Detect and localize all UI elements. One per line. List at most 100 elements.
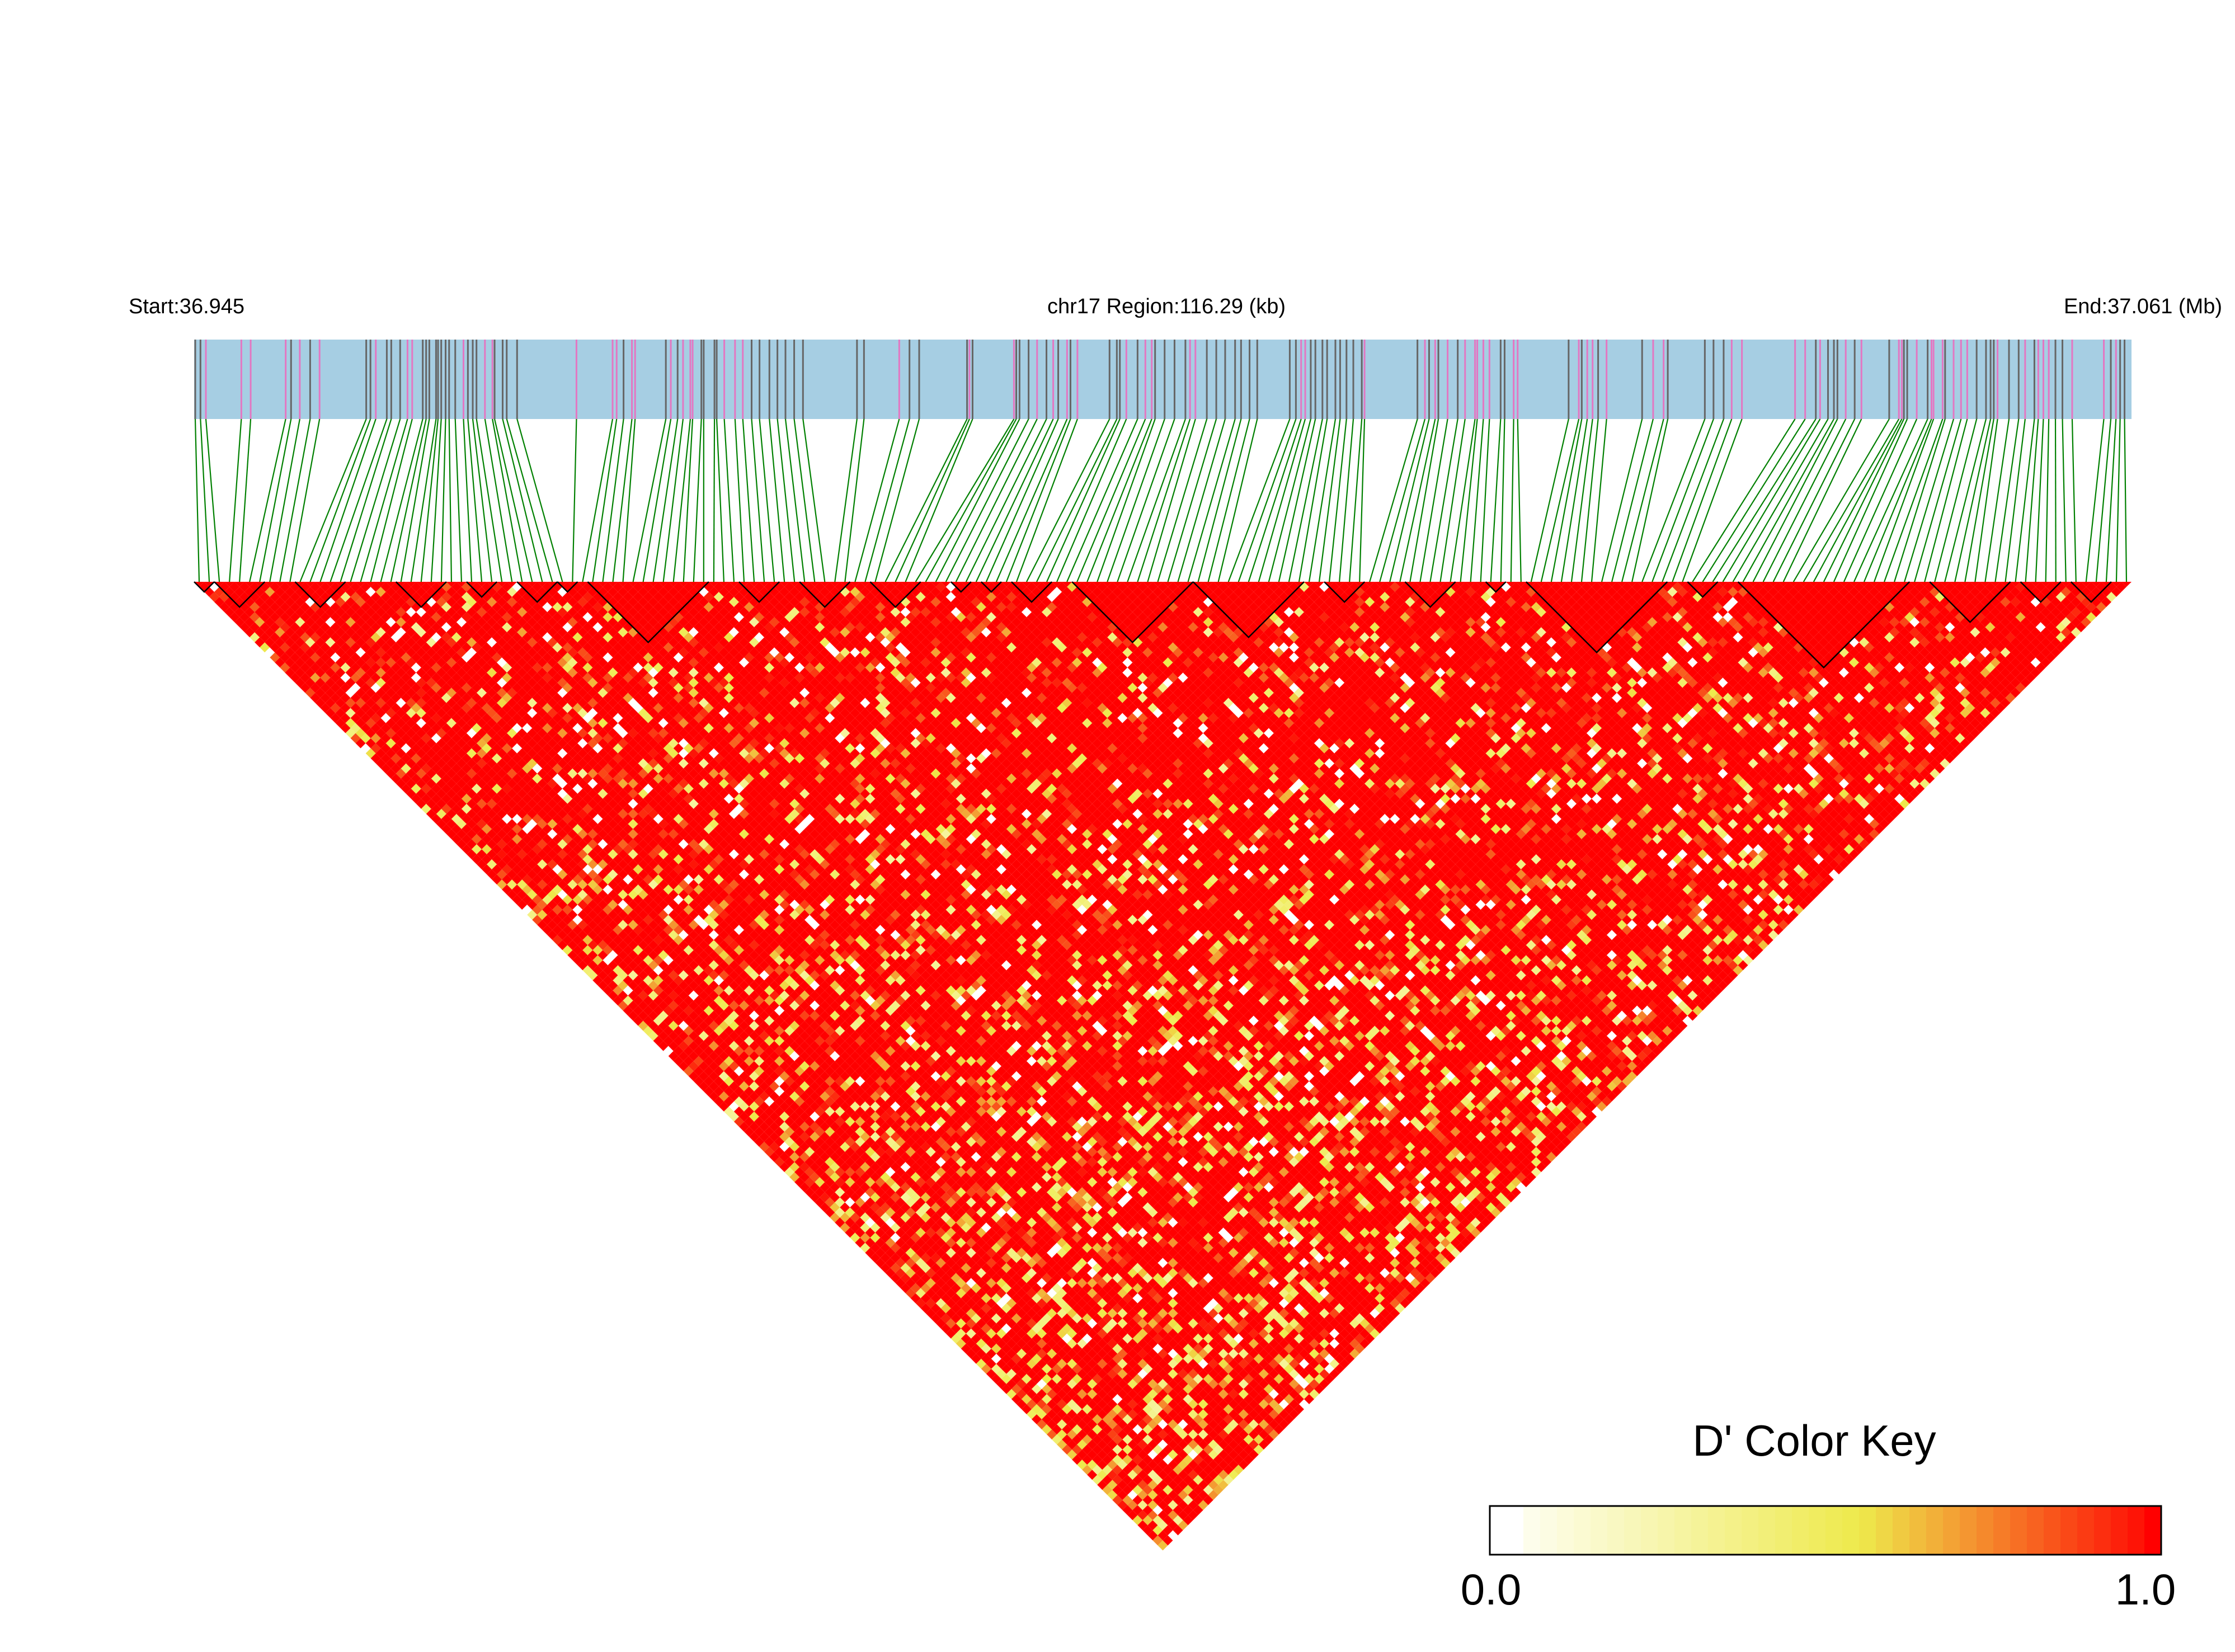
snp-connector-line <box>1318 418 1341 582</box>
snp-connector-line <box>340 418 392 582</box>
ld-cell <box>532 915 543 925</box>
ld-cell <box>1107 1480 1118 1490</box>
snp-connector-line <box>642 418 672 582</box>
snp-connector-line <box>1853 418 1928 582</box>
ld-cell <box>355 718 366 728</box>
ld-cell <box>426 778 436 789</box>
ld-cell <box>1052 1414 1062 1425</box>
snp-connector-line <box>915 418 1015 582</box>
snp-connector-line <box>1752 418 1838 582</box>
ld-cell <box>759 1131 770 1142</box>
ld-cell <box>542 925 553 935</box>
ld-cell <box>487 859 497 870</box>
ld-cell <box>840 1222 850 1233</box>
ld-cell <box>1092 1475 1103 1485</box>
snp-connector-line <box>1349 418 1363 582</box>
ld-cell <box>789 1162 800 1173</box>
ld-cell <box>285 637 295 648</box>
ld-cell <box>618 1000 628 1011</box>
ld-cell <box>325 677 336 688</box>
ld-cell <box>1062 1434 1072 1445</box>
ld-cell <box>779 1162 790 1173</box>
ld-cell <box>698 1071 709 1081</box>
ld-cell <box>244 617 255 628</box>
snp-connector-line <box>440 418 446 582</box>
snp-connector-line <box>279 418 311 582</box>
ld-cell <box>683 1036 694 1046</box>
ld-cell <box>870 1253 881 1263</box>
ld-cell <box>507 869 517 880</box>
ld-cell <box>1137 1510 1148 1521</box>
ld-cell <box>265 617 275 628</box>
snp-connector-line <box>1298 418 1328 582</box>
ld-cell <box>683 1046 694 1056</box>
snp-connector-line <box>592 418 618 582</box>
ld-cell <box>290 672 300 683</box>
snp-connector-line <box>1570 418 1593 582</box>
snp-connector-line <box>1177 418 1226 582</box>
ld-cell <box>774 1157 785 1168</box>
ld-cell <box>673 1025 684 1036</box>
snp-connector-line <box>1339 418 1354 582</box>
ld-cell <box>250 632 260 643</box>
ld-cell <box>431 813 441 824</box>
snp-connector-line <box>2095 418 2112 582</box>
snp-connector-line <box>1591 418 1607 582</box>
ld-cell <box>1001 1383 1011 1394</box>
ld-cell <box>527 879 538 890</box>
snp-connector-line <box>612 418 633 582</box>
ld-cell <box>401 783 411 794</box>
ld-cell <box>1077 1439 1088 1450</box>
ld-cell <box>825 1187 835 1198</box>
snp-connector-line <box>1329 418 1347 582</box>
ld-cell <box>825 1207 835 1218</box>
snp-connector-line <box>1672 418 1733 582</box>
ld-cell <box>280 652 290 663</box>
ld-cell <box>1032 1404 1042 1415</box>
ld-cell <box>456 839 467 849</box>
snp-connector-line <box>410 418 437 582</box>
ld-cell <box>890 1273 901 1283</box>
ld-cell <box>895 1258 906 1268</box>
ld-cell <box>365 728 376 738</box>
ld-cell <box>885 1258 896 1268</box>
snp-connector-line <box>1894 418 1946 582</box>
snp-connector-line <box>289 418 321 582</box>
snp-connector-line <box>350 418 401 582</box>
snp-connector-line <box>2015 418 2035 582</box>
snp-connector-line <box>2085 418 2105 582</box>
ld-cell <box>900 1283 911 1293</box>
ld-cell <box>310 693 321 703</box>
ld-cell <box>945 1318 956 1329</box>
snp-connector-line <box>1772 418 1856 582</box>
ld-cell <box>446 818 457 829</box>
ld-cell <box>229 612 240 623</box>
ld-cell <box>1006 1389 1017 1399</box>
ld-cell <box>976 1358 986 1369</box>
snp-connector-line <box>2124 418 2128 582</box>
snp-connector-line <box>945 418 1029 582</box>
ld-cell <box>275 627 285 638</box>
ld-cell <box>1092 1465 1103 1475</box>
ld-cell <box>431 793 441 804</box>
ld-heatmap-cells <box>194 582 2132 1551</box>
ld-cell <box>986 1368 996 1379</box>
snp-connector-line <box>1722 418 1821 582</box>
ld-cell <box>522 884 533 895</box>
ld-cell <box>749 1121 760 1132</box>
ld-cell <box>956 1338 966 1349</box>
snp-connector-line <box>194 418 200 582</box>
snp-connector-line <box>1480 418 1490 582</box>
snp-connector-line <box>672 418 691 582</box>
ld-cell <box>456 808 467 819</box>
snp-connector-line <box>380 418 424 582</box>
ld-cell <box>335 688 346 698</box>
ld-cell <box>1077 1460 1088 1470</box>
ld-cell <box>1142 1525 1153 1536</box>
snp-connector-line <box>1864 418 1932 582</box>
ld-cell <box>285 667 295 678</box>
ld-cell <box>472 834 482 844</box>
ld-cell <box>643 1025 653 1036</box>
ld-cell <box>885 1248 896 1258</box>
ld-cell <box>582 965 593 976</box>
